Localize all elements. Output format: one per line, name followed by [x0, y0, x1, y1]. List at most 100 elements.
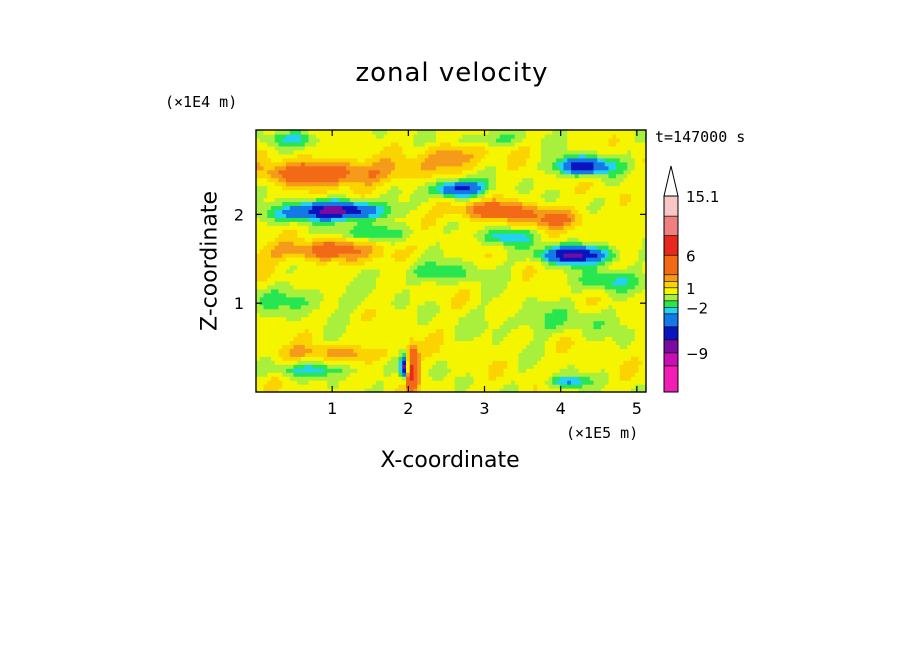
field-cell: [604, 312, 610, 318]
field-cell: [301, 221, 306, 226]
field-cell: [406, 241, 411, 246]
field-cell: [383, 221, 388, 226]
field-cell: [421, 324, 426, 330]
field-cell: [271, 300, 276, 306]
field-cell: [278, 344, 283, 349]
field-cell: [589, 376, 595, 381]
field-cell: [541, 272, 546, 278]
field-cell: [511, 245, 516, 250]
field-cell: [571, 205, 576, 210]
field-cell: [267, 253, 272, 258]
field-cell: [413, 312, 418, 318]
field-cell: [289, 292, 295, 298]
field-cell: [571, 356, 576, 361]
field-cell: [608, 221, 613, 226]
field-cell: [601, 352, 606, 357]
field-cell: [533, 312, 538, 318]
field-cell: [439, 253, 445, 258]
field-cell: [559, 304, 565, 310]
field-cell: [282, 296, 287, 302]
field-cell: [379, 201, 385, 207]
field-cell: [499, 241, 505, 246]
field-cell: [481, 245, 486, 250]
field-cell: [589, 253, 595, 258]
field-cell: [608, 284, 613, 290]
field-cell: [293, 201, 298, 207]
field-cell: [346, 336, 351, 341]
field-cell: [578, 300, 583, 306]
field-cell: [323, 340, 328, 345]
field-cell: [263, 372, 268, 377]
field-cell: [417, 384, 422, 389]
field-cell: [259, 233, 265, 238]
field-cell: [376, 280, 381, 286]
field-cell: [372, 344, 377, 349]
field-cell: [312, 253, 317, 258]
field-cell: [477, 348, 482, 353]
field-cell: [349, 201, 355, 207]
field-cell: [391, 257, 396, 262]
field-cell: [342, 312, 347, 318]
field-cell: [597, 280, 602, 286]
field-cell: [338, 356, 343, 361]
field-cell: [338, 257, 343, 262]
field-cell: [481, 261, 486, 266]
field-cell: [481, 384, 486, 389]
field-cell: [424, 213, 430, 218]
field-cell: [308, 360, 313, 365]
field-cell: [372, 300, 377, 306]
field-cell: [514, 268, 520, 274]
field-cell: [533, 304, 538, 310]
field-cell: [488, 229, 493, 234]
field-cell: [496, 304, 501, 310]
field-cell: [593, 229, 598, 234]
field-cell: [619, 264, 625, 270]
field-cell: [301, 348, 306, 353]
field-cell: [496, 245, 501, 250]
field-cell: [503, 328, 508, 334]
field-cell: [353, 284, 358, 290]
field-cell: [631, 356, 636, 361]
field-cell: [631, 332, 636, 338]
field-cell: [267, 320, 272, 326]
field-cell: [642, 332, 646, 338]
field-cell: [544, 264, 550, 270]
field-cell: [541, 292, 546, 298]
field-cell: [503, 261, 508, 266]
field-cell: [586, 292, 591, 298]
field-cell: [586, 368, 591, 373]
field-cell: [267, 316, 272, 322]
field-cell: [616, 320, 621, 326]
field-cell: [263, 253, 268, 258]
field-cell: [582, 245, 587, 250]
field-cell: [286, 372, 291, 377]
field-cell: [376, 364, 381, 369]
field-cell: [338, 268, 343, 274]
field-cell: [353, 272, 358, 278]
field-cell: [563, 356, 568, 361]
field-cell: [424, 249, 430, 254]
field-cell: [308, 213, 313, 218]
field-cell: [409, 272, 415, 278]
field-cell: [604, 253, 610, 258]
field-cell: [443, 276, 448, 282]
field-cell: [271, 201, 276, 207]
field-cell: [379, 328, 385, 334]
field-cell: [454, 225, 460, 230]
field-cell: [623, 336, 628, 341]
field-cell: [327, 284, 332, 290]
field-cell: [589, 304, 595, 310]
field-cell: [286, 261, 291, 266]
field-cell: [338, 312, 343, 318]
field-cell: [552, 249, 557, 254]
field-cell: [406, 328, 411, 334]
field-cell: [274, 201, 280, 207]
field-cell: [439, 261, 445, 266]
field-cell: [391, 300, 396, 306]
field-cell: [469, 237, 475, 242]
field-cell: [529, 241, 535, 246]
field-cell: [526, 384, 531, 389]
field-cell: [642, 328, 646, 334]
field-cell: [619, 209, 625, 214]
field-cell: [376, 245, 381, 250]
